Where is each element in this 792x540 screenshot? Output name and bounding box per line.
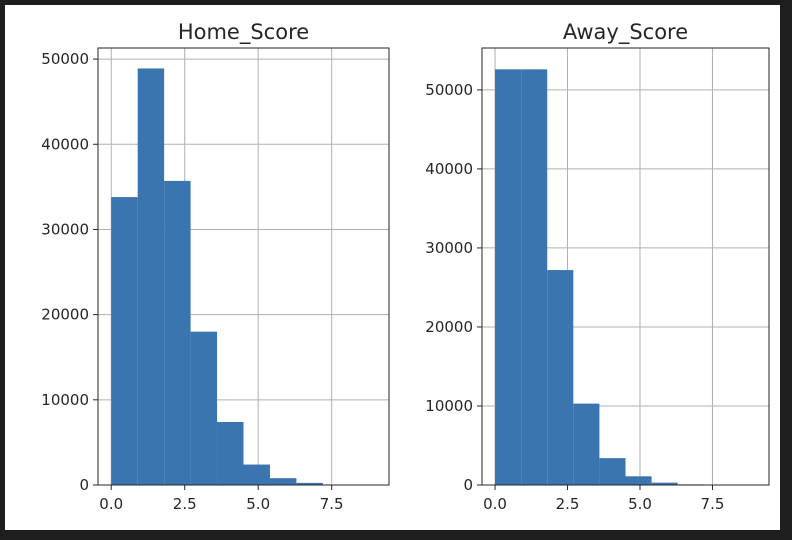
away-x-tick-label: 7.5 (701, 495, 725, 513)
away-axes-frame (481, 47, 770, 486)
away-y-tick-label: 50000 (425, 81, 473, 99)
home-histogram-bar (243, 464, 270, 485)
home-x-tick-label: 2.5 (173, 495, 197, 513)
home-y-tick-label: 0 (79, 476, 89, 494)
away-histogram-bar (651, 482, 678, 485)
away-y-tick-label: 10000 (425, 397, 473, 415)
away-y-tick-label: 40000 (425, 160, 473, 178)
away-histogram-bar (573, 403, 600, 485)
away-y-tick-label: 20000 (425, 318, 473, 336)
home-x-tick-label: 5.0 (246, 495, 270, 513)
away-score-panel: 0.0 2.5 5.0 7.5 0 10000 20000 30000 40000 50000 Aw… (425, 20, 770, 513)
away-histogram-bar (521, 69, 548, 485)
home-histogram-bar (217, 421, 244, 485)
away-x-tick-label: 5.0 (628, 495, 652, 513)
away-histogram-bar (625, 476, 652, 485)
away-histogram-bar (495, 69, 522, 485)
home-y-tick-label: 10000 (41, 391, 89, 409)
home-score-panel: 0.0 2.5 5.0 7.5 0 10000 20000 30000 40000 50000 Ho… (41, 20, 390, 513)
histogram-figure: 0.0 2.5 5.0 7.5 0 10000 20000 30000 40000 50000 Ho… (41, 20, 770, 513)
away-histogram-bar (547, 270, 574, 485)
home-y-tick-label: 20000 (41, 306, 89, 324)
away-y-tick-label: 30000 (425, 239, 473, 257)
figure: 0.0 2.5 5.0 7.5 0 10000 20000 30000 40000 50000 Ho… (5, 5, 780, 530)
home-axes-frame (97, 47, 390, 486)
home-y-tick-label: 30000 (41, 220, 89, 238)
home-y-tick-label: 40000 (41, 135, 89, 153)
home-histogram-bar (111, 197, 138, 485)
away-chart-title: Away_Score (563, 20, 688, 45)
away-x-tick-label: 2.5 (556, 495, 580, 513)
away-x-tick-label: 0.0 (483, 495, 507, 513)
home-y-tick-label: 50000 (41, 50, 89, 68)
home-x-tick-label: 0.0 (99, 495, 123, 513)
away-y-tick-label: 0 (463, 476, 473, 494)
home-histogram-bar (269, 478, 297, 485)
home-histogram-bar (296, 482, 323, 485)
home-x-tick-label: 7.5 (320, 495, 344, 513)
home-chart-title: Home_Score (178, 20, 309, 45)
home-histogram-bar (137, 68, 165, 485)
home-histogram-bar (164, 180, 191, 485)
home-histogram-bar (190, 331, 218, 485)
away-histogram-bar (599, 458, 626, 485)
